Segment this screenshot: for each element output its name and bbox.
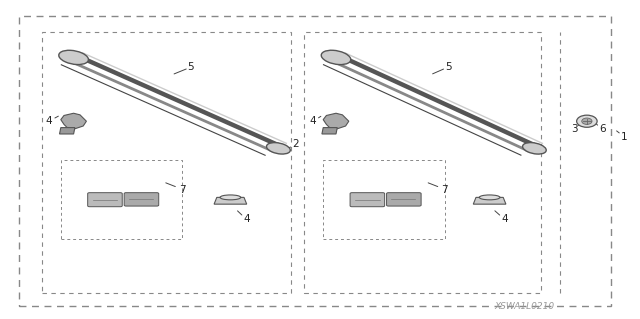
Text: 2: 2 — [292, 138, 299, 149]
Text: XSWA1L0210: XSWA1L0210 — [495, 302, 555, 311]
Bar — [42, 32, 291, 293]
Text: 7: 7 — [179, 185, 186, 195]
Text: 4: 4 — [501, 213, 508, 224]
Polygon shape — [60, 128, 75, 134]
Ellipse shape — [577, 115, 597, 127]
Ellipse shape — [523, 143, 546, 154]
FancyBboxPatch shape — [350, 193, 385, 207]
Bar — [304, 32, 541, 293]
Ellipse shape — [266, 143, 291, 154]
Ellipse shape — [321, 50, 351, 64]
Polygon shape — [214, 197, 247, 204]
Ellipse shape — [582, 118, 592, 124]
Text: 4: 4 — [45, 116, 52, 126]
Ellipse shape — [479, 195, 500, 200]
Bar — [323, 160, 445, 239]
Polygon shape — [474, 197, 506, 204]
FancyBboxPatch shape — [88, 193, 122, 207]
Text: 5: 5 — [445, 62, 451, 72]
Polygon shape — [61, 113, 86, 129]
FancyBboxPatch shape — [387, 193, 421, 206]
FancyBboxPatch shape — [124, 193, 159, 206]
Polygon shape — [322, 128, 337, 134]
Text: 3: 3 — [571, 124, 577, 134]
Text: 1: 1 — [621, 132, 627, 142]
Text: 4: 4 — [243, 213, 250, 224]
Bar — [61, 160, 182, 239]
Text: 7: 7 — [442, 185, 448, 195]
Text: 5: 5 — [188, 62, 194, 72]
Text: 4: 4 — [309, 116, 316, 126]
Ellipse shape — [220, 195, 241, 200]
Ellipse shape — [59, 50, 88, 64]
Text: 6: 6 — [600, 124, 606, 134]
Polygon shape — [323, 113, 349, 129]
